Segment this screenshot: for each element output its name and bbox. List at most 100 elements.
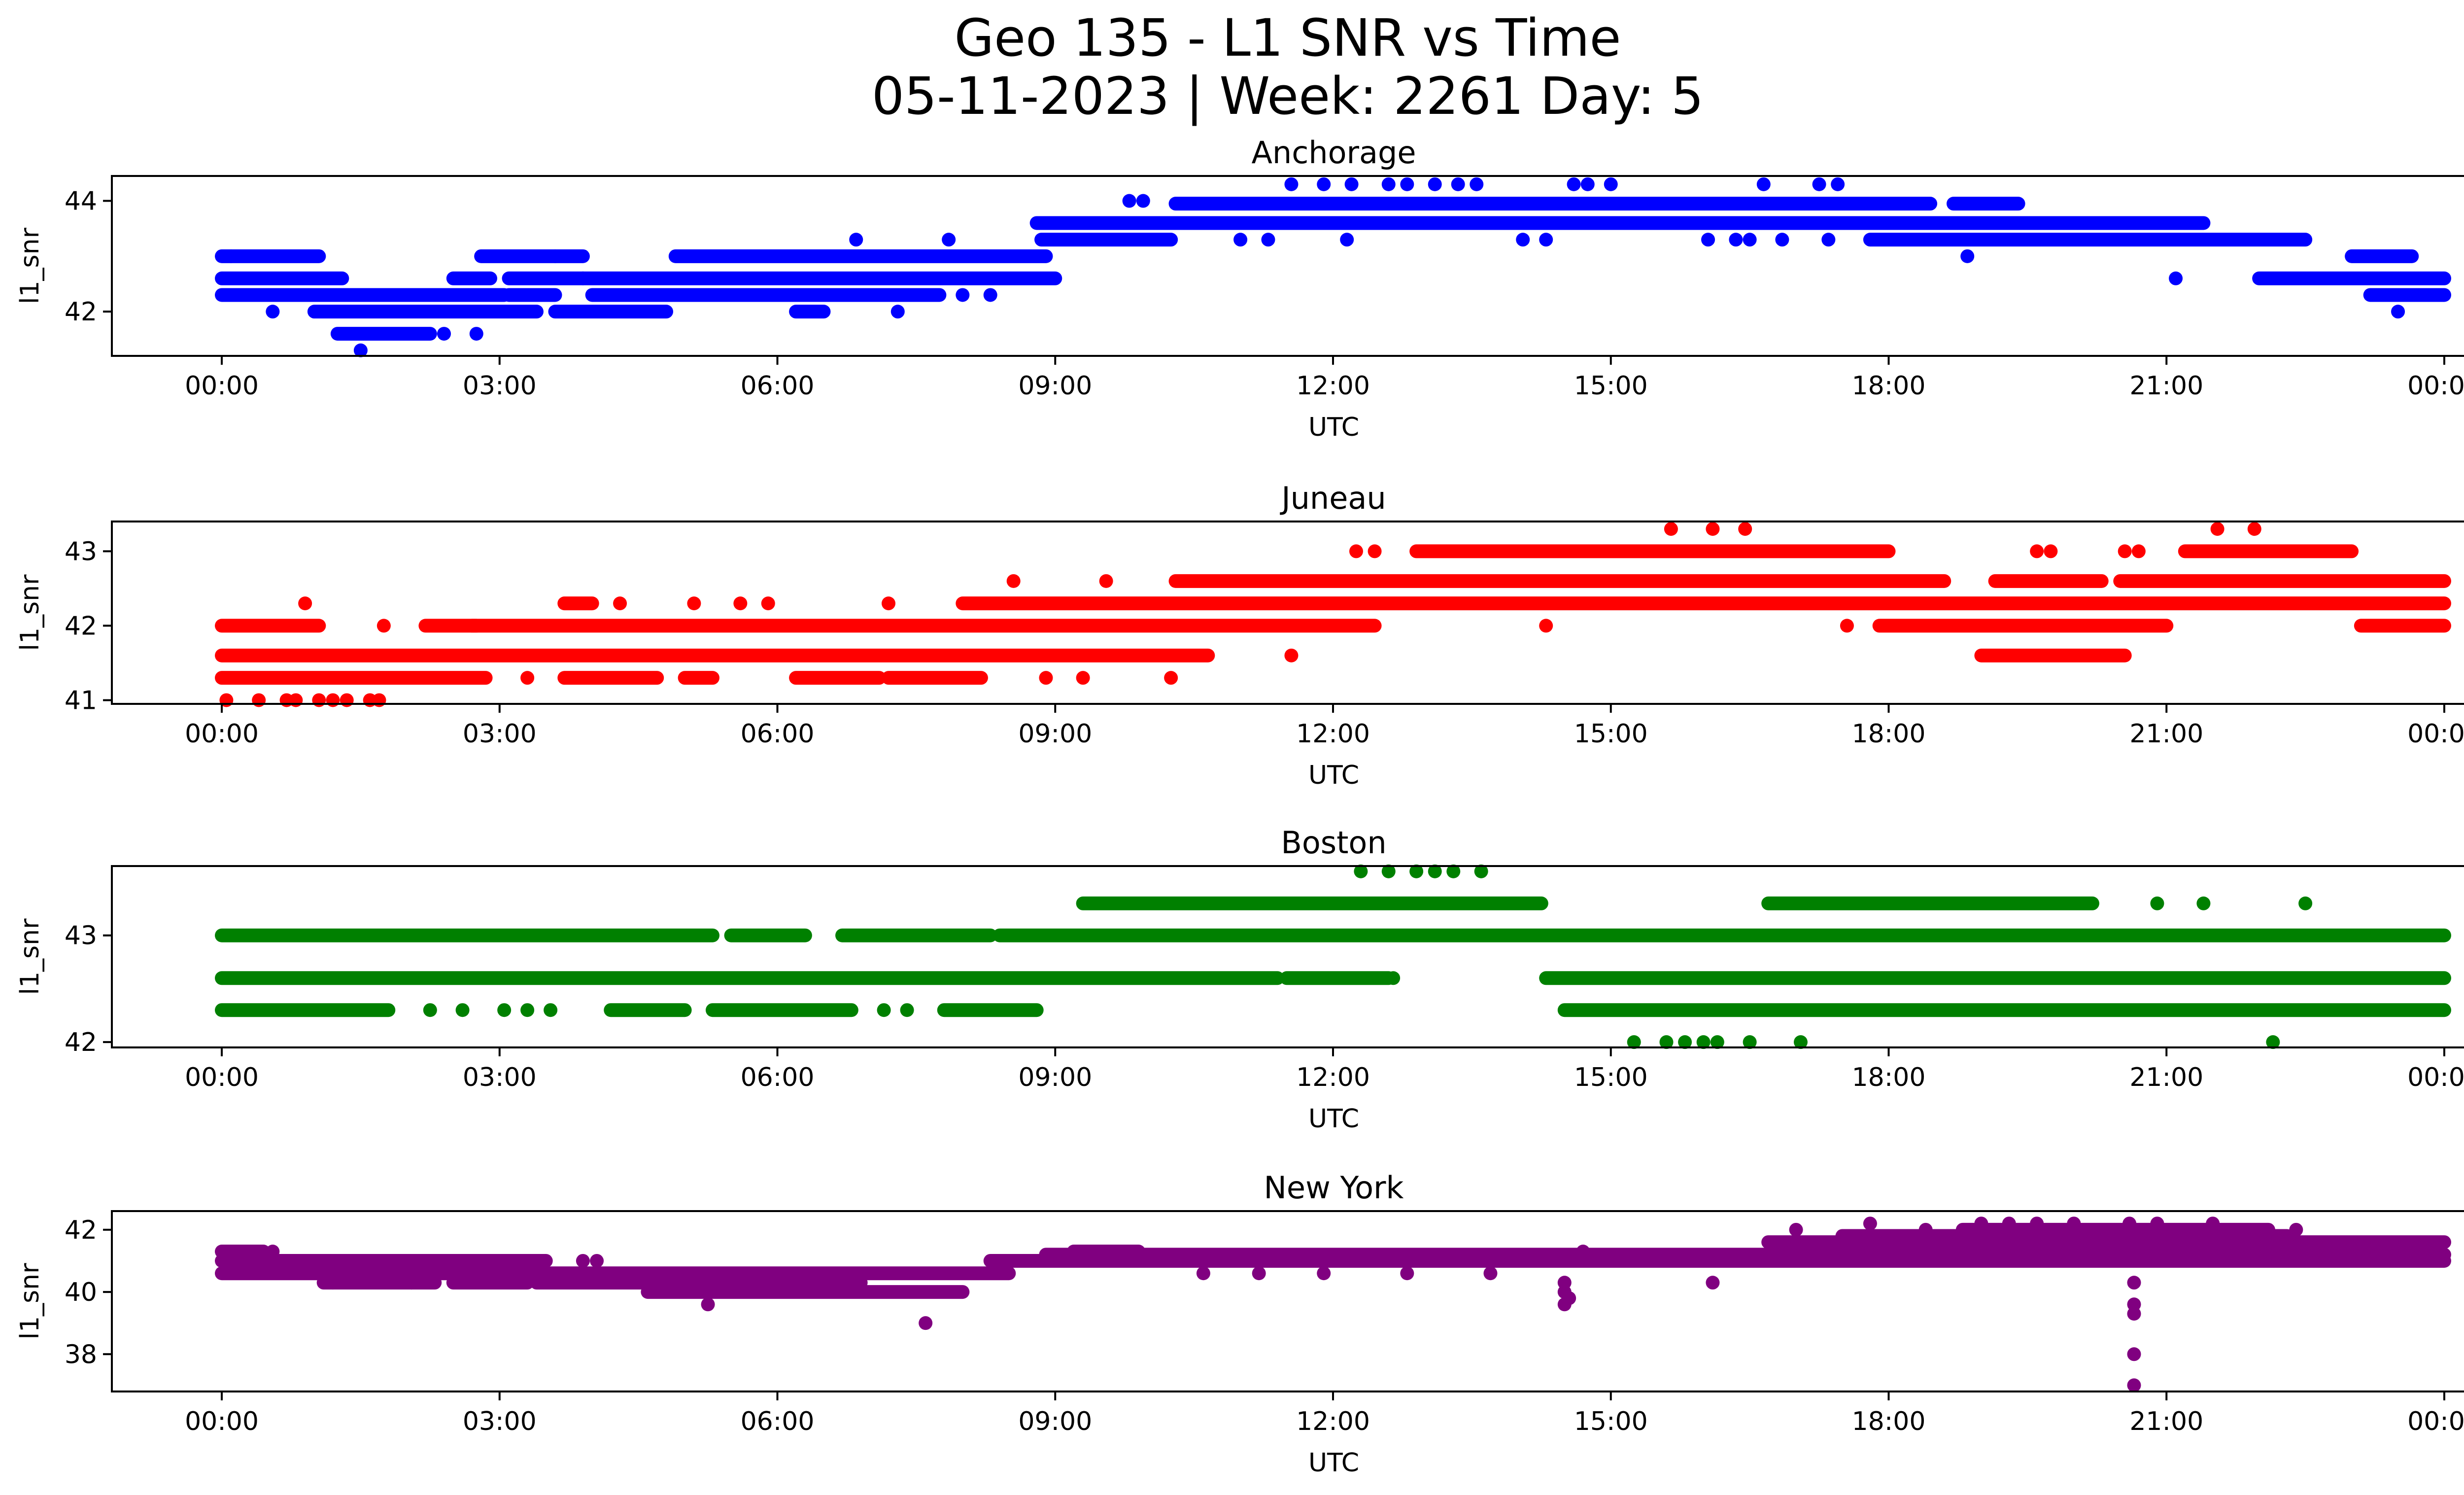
y-axis-label: l1_snr — [15, 1263, 45, 1340]
data-point — [1580, 177, 1595, 191]
x-tick-label: 03:00 — [463, 371, 537, 401]
data-point — [497, 1003, 512, 1017]
data-point — [1710, 1035, 1724, 1049]
subplot-1: 00:00 03:00 06:00 09:00 12:00 15:00 18:00 21:00… — [15, 480, 2464, 790]
data-point — [520, 671, 535, 685]
x-tick-label: 03:00 — [463, 719, 537, 749]
data-point — [1729, 233, 1743, 247]
data-point — [1831, 177, 1845, 191]
data-point — [1516, 233, 1530, 247]
data-point — [1349, 544, 1363, 558]
x-tick-label: 06:00 — [741, 719, 815, 749]
data-point — [1164, 671, 1178, 685]
x-axis-label: UTC — [1308, 1448, 1359, 1478]
data-point — [405, 1276, 419, 1290]
y-tick-label: 44 — [65, 187, 97, 216]
data-point — [1196, 1266, 1210, 1281]
data-point — [372, 693, 386, 707]
data-point — [590, 1253, 604, 1268]
data-point — [942, 233, 956, 247]
data-point — [1474, 864, 1488, 878]
data-point — [1960, 249, 1975, 263]
data-point — [224, 249, 238, 263]
figure-title: Geo 135 - L1 SNR vs Time 05-11-2023 | We… — [0, 9, 2464, 125]
data-point — [1409, 864, 1424, 878]
data-point — [1743, 1035, 1757, 1049]
data-point — [701, 1297, 715, 1312]
point-runs — [215, 1222, 2451, 1299]
data-point — [312, 693, 326, 707]
x-tick-label: 15:00 — [1574, 1407, 1648, 1436]
y-tick-label: 42 — [65, 1028, 97, 1057]
x-tick-label: 21:00 — [2129, 719, 2203, 749]
data-point — [2169, 271, 2183, 285]
data-point — [1386, 971, 1401, 985]
data-point — [1136, 194, 1150, 208]
data-point — [1483, 1266, 1498, 1281]
data-point — [1446, 864, 1461, 878]
point-runs — [215, 896, 2451, 1017]
x-tick-label: 12:00 — [1296, 719, 1370, 749]
data-point — [1821, 233, 1836, 247]
x-tick-label: 00:00 — [185, 371, 259, 401]
data-point — [613, 596, 627, 611]
x-axis-label: UTC — [1308, 413, 1359, 442]
data-point — [2289, 1222, 2303, 1237]
y-tick-label: 42 — [65, 1216, 97, 1245]
data-point — [2067, 1217, 2081, 1231]
subplot-3: 00:00 03:00 06:00 09:00 12:00 15:00 18:00 21:00… — [15, 1170, 2464, 1478]
data-point — [2206, 1217, 2220, 1231]
data-point — [1627, 1035, 1641, 1049]
y-tick-label: 43 — [65, 921, 97, 951]
subplot-title: New York — [1264, 1170, 1404, 1206]
data-point — [1863, 1217, 1877, 1231]
y-tick-label: 40 — [65, 1278, 97, 1307]
x-tick-label: 21:00 — [2129, 1407, 2203, 1436]
data-point — [1368, 544, 1382, 558]
data-point — [1678, 1035, 1692, 1049]
data-point — [1840, 619, 1854, 633]
data-point — [2122, 1217, 2137, 1231]
x-tick-label: 09:00 — [1018, 1407, 1092, 1436]
data-point — [1470, 177, 1484, 191]
data-point — [1539, 233, 1553, 247]
data-point — [687, 596, 701, 611]
x-tick-label: 09:00 — [1018, 371, 1092, 401]
data-point — [1918, 1222, 1933, 1237]
data-point — [1567, 177, 1581, 191]
data-point — [455, 1003, 470, 1017]
data-points — [224, 177, 2405, 357]
data-point — [266, 1245, 280, 1259]
data-point — [2210, 522, 2224, 536]
data-point — [469, 327, 483, 341]
data-point — [340, 693, 354, 707]
data-point — [544, 1003, 558, 1017]
x-tick-label: 00:00 — [2407, 719, 2464, 749]
x-tick-label: 18:00 — [1852, 719, 1926, 749]
x-tick-label: 00:00 — [2407, 371, 2464, 401]
data-point — [882, 596, 895, 611]
data-point — [326, 1276, 340, 1290]
data-point — [289, 693, 303, 707]
data-point — [1039, 671, 1053, 685]
x-tick-label: 12:00 — [1296, 1063, 1370, 1092]
data-point — [520, 1003, 535, 1017]
y-tick-label: 42 — [65, 297, 97, 327]
x-tick-label: 03:00 — [463, 1063, 537, 1092]
data-point — [1793, 1035, 1808, 1049]
subplot-2: 00:00 03:00 06:00 09:00 12:00 15:00 18:00 21:00… — [15, 825, 2464, 1134]
data-point — [576, 1253, 590, 1268]
data-point — [1428, 177, 1442, 191]
figure-title-line-2: 05-11-2023 | Week: 2261 Day: 5 — [871, 66, 1704, 126]
data-point — [1400, 177, 1414, 191]
data-point — [1706, 522, 1720, 536]
y-axis-label: l1_snr — [15, 574, 45, 651]
x-tick-label: 18:00 — [1852, 371, 1926, 401]
subplot-title: Juneau — [1279, 480, 1386, 516]
data-point — [733, 596, 748, 611]
x-tick-label: 09:00 — [1018, 1063, 1092, 1092]
data-point — [353, 343, 368, 357]
data-point — [1122, 194, 1136, 208]
data-point — [2131, 544, 2146, 558]
x-tick-label: 21:00 — [2129, 1063, 2203, 1092]
